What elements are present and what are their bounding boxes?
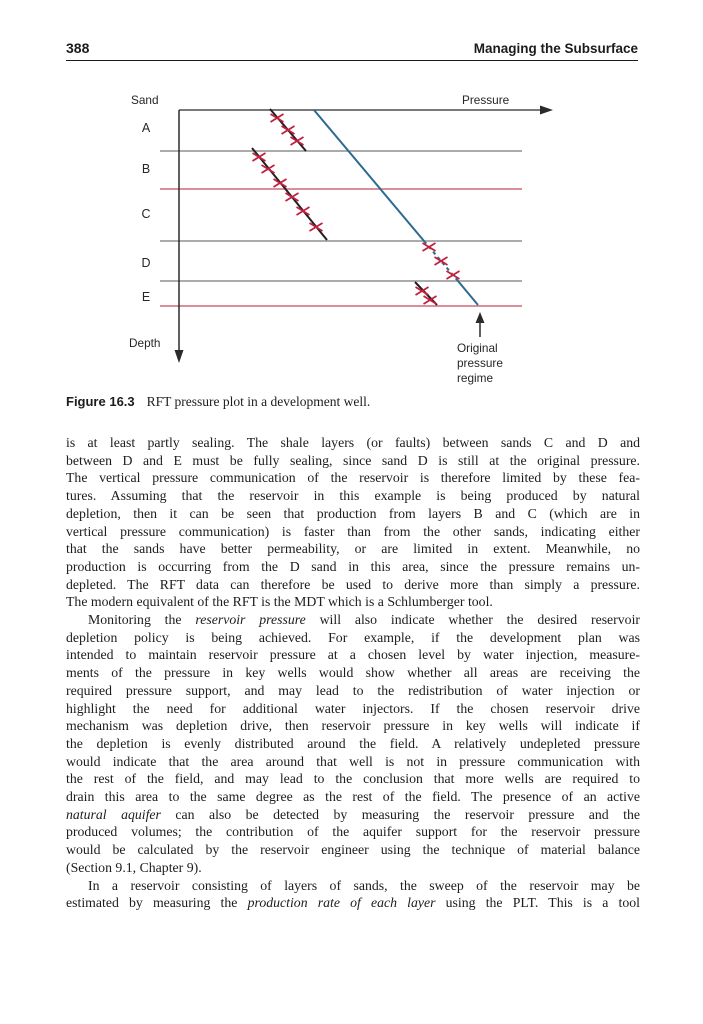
annotation-original-pressure-regime: regime <box>457 371 493 385</box>
rft-data-point-marker <box>415 286 429 296</box>
pressure-axis-arrowhead <box>540 105 553 115</box>
text-line: (Section 9.1, Chapter 9). <box>66 859 202 875</box>
text-line: is at least partly sealing. The shale la… <box>66 435 640 450</box>
page-header: 388 Managing the Subsurface <box>66 40 638 61</box>
text-line: required pressure support, and may lead … <box>66 682 640 698</box>
page-number: 388 <box>66 40 90 56</box>
rft-data-point-marker <box>273 178 287 188</box>
figure-caption-text: RFT pressure plot in a development well. <box>146 394 371 409</box>
rft-data-point-marker <box>434 256 448 266</box>
text-line: drain this area to the same degree as th… <box>66 789 640 805</box>
rft-data-point-marker <box>423 295 437 305</box>
text-line: The modern equivalent of the RFT is the … <box>66 594 493 610</box>
depth-axis-label: Depth <box>129 336 160 350</box>
rft-data-point-marker <box>261 164 275 174</box>
text-line: depletion policy is being achieved. For … <box>66 629 640 645</box>
layer-label-C: C <box>141 207 150 221</box>
original-regime-lower <box>457 280 479 306</box>
text-line: depletion, then it can be seen that prod… <box>66 505 640 521</box>
annotation-arrowhead <box>475 312 485 323</box>
text-line: the rest of the field, and may lead to t… <box>66 771 640 787</box>
layer-label-D: D <box>141 256 150 270</box>
figure-caption-label: Figure 16.3 <box>66 394 135 409</box>
text-line: produced volumes; the contribution of th… <box>66 824 640 840</box>
original-regime-upper <box>313 109 425 242</box>
text-line: mechanism was depletion drive, then rese… <box>66 718 640 734</box>
text-line: vertical pressure communication) is fast… <box>66 523 640 539</box>
text-line: that the sands have better permeability,… <box>66 541 640 557</box>
rft-data-point-marker <box>309 222 323 232</box>
paragraph-1: is at least partly sealing. The shale la… <box>66 434 640 611</box>
layer-label-A: A <box>142 121 151 135</box>
figure-caption: Figure 16.3 RFT pressure plot in a develo… <box>66 394 638 410</box>
rft-data-point-marker <box>270 113 284 123</box>
running-head: Managing the Subsurface <box>473 41 638 56</box>
rft-data-point-marker <box>281 125 295 135</box>
rft-data-point-marker <box>252 152 266 162</box>
text-line: Monitoring the reservoir pressure will a… <box>88 612 641 628</box>
layer-label-E: E <box>142 290 150 304</box>
text-line: In a reservoir consisting of layers of s… <box>88 877 640 893</box>
rft-data-point-marker <box>290 136 304 146</box>
text-line: ments of the pressure in key wells would… <box>66 665 640 681</box>
sand-B-C-trend <box>251 147 328 241</box>
text-line: production is occurring from the D sand … <box>66 558 640 574</box>
text-line: would indicate that the area around that… <box>66 753 640 769</box>
sand-axis-label: Sand <box>131 93 159 107</box>
rft-data-point-marker <box>422 242 436 252</box>
rft-data-point-marker <box>296 206 310 216</box>
text-line: would be calculated by the reservoir eng… <box>66 842 640 858</box>
text-line: depleted. The RFT data can therefore be … <box>66 576 640 592</box>
depth-axis-arrowhead <box>174 350 184 363</box>
paragraph-3: In a reservoir consisting of layers of s… <box>66 877 640 912</box>
annotation-original-pressure-regime: Original <box>457 341 498 355</box>
text-line: the depletion is evenly distributed arou… <box>66 735 640 751</box>
text-line: intended to maintain reservoir pressure … <box>66 647 640 663</box>
rft-pressure-plot: Sand Pressure Depth A B C D E Originalpressurere… <box>129 93 553 385</box>
text-line: between D and E must be fully sealing, s… <box>66 452 640 468</box>
rft-data-point-marker <box>285 192 299 202</box>
paragraph-2: Monitoring the reservoir pressure will a… <box>66 611 640 877</box>
text-line: natural aquifer can also be detected by … <box>66 806 640 822</box>
body-text: is at least partly sealing. The shale la… <box>66 434 640 912</box>
text-line: estimated by measuring the production ra… <box>66 895 641 911</box>
text-line: The vertical pressure communication of t… <box>66 470 640 486</box>
layer-label-B: B <box>142 162 150 176</box>
rft-data-point-marker <box>446 270 460 280</box>
text-line: highlight the need for additional water … <box>66 700 640 716</box>
pressure-axis-label: Pressure <box>462 93 510 107</box>
annotation-original-pressure-regime: pressure <box>457 356 503 370</box>
text-line: tures. Assuming that the reservoir in th… <box>66 488 640 504</box>
